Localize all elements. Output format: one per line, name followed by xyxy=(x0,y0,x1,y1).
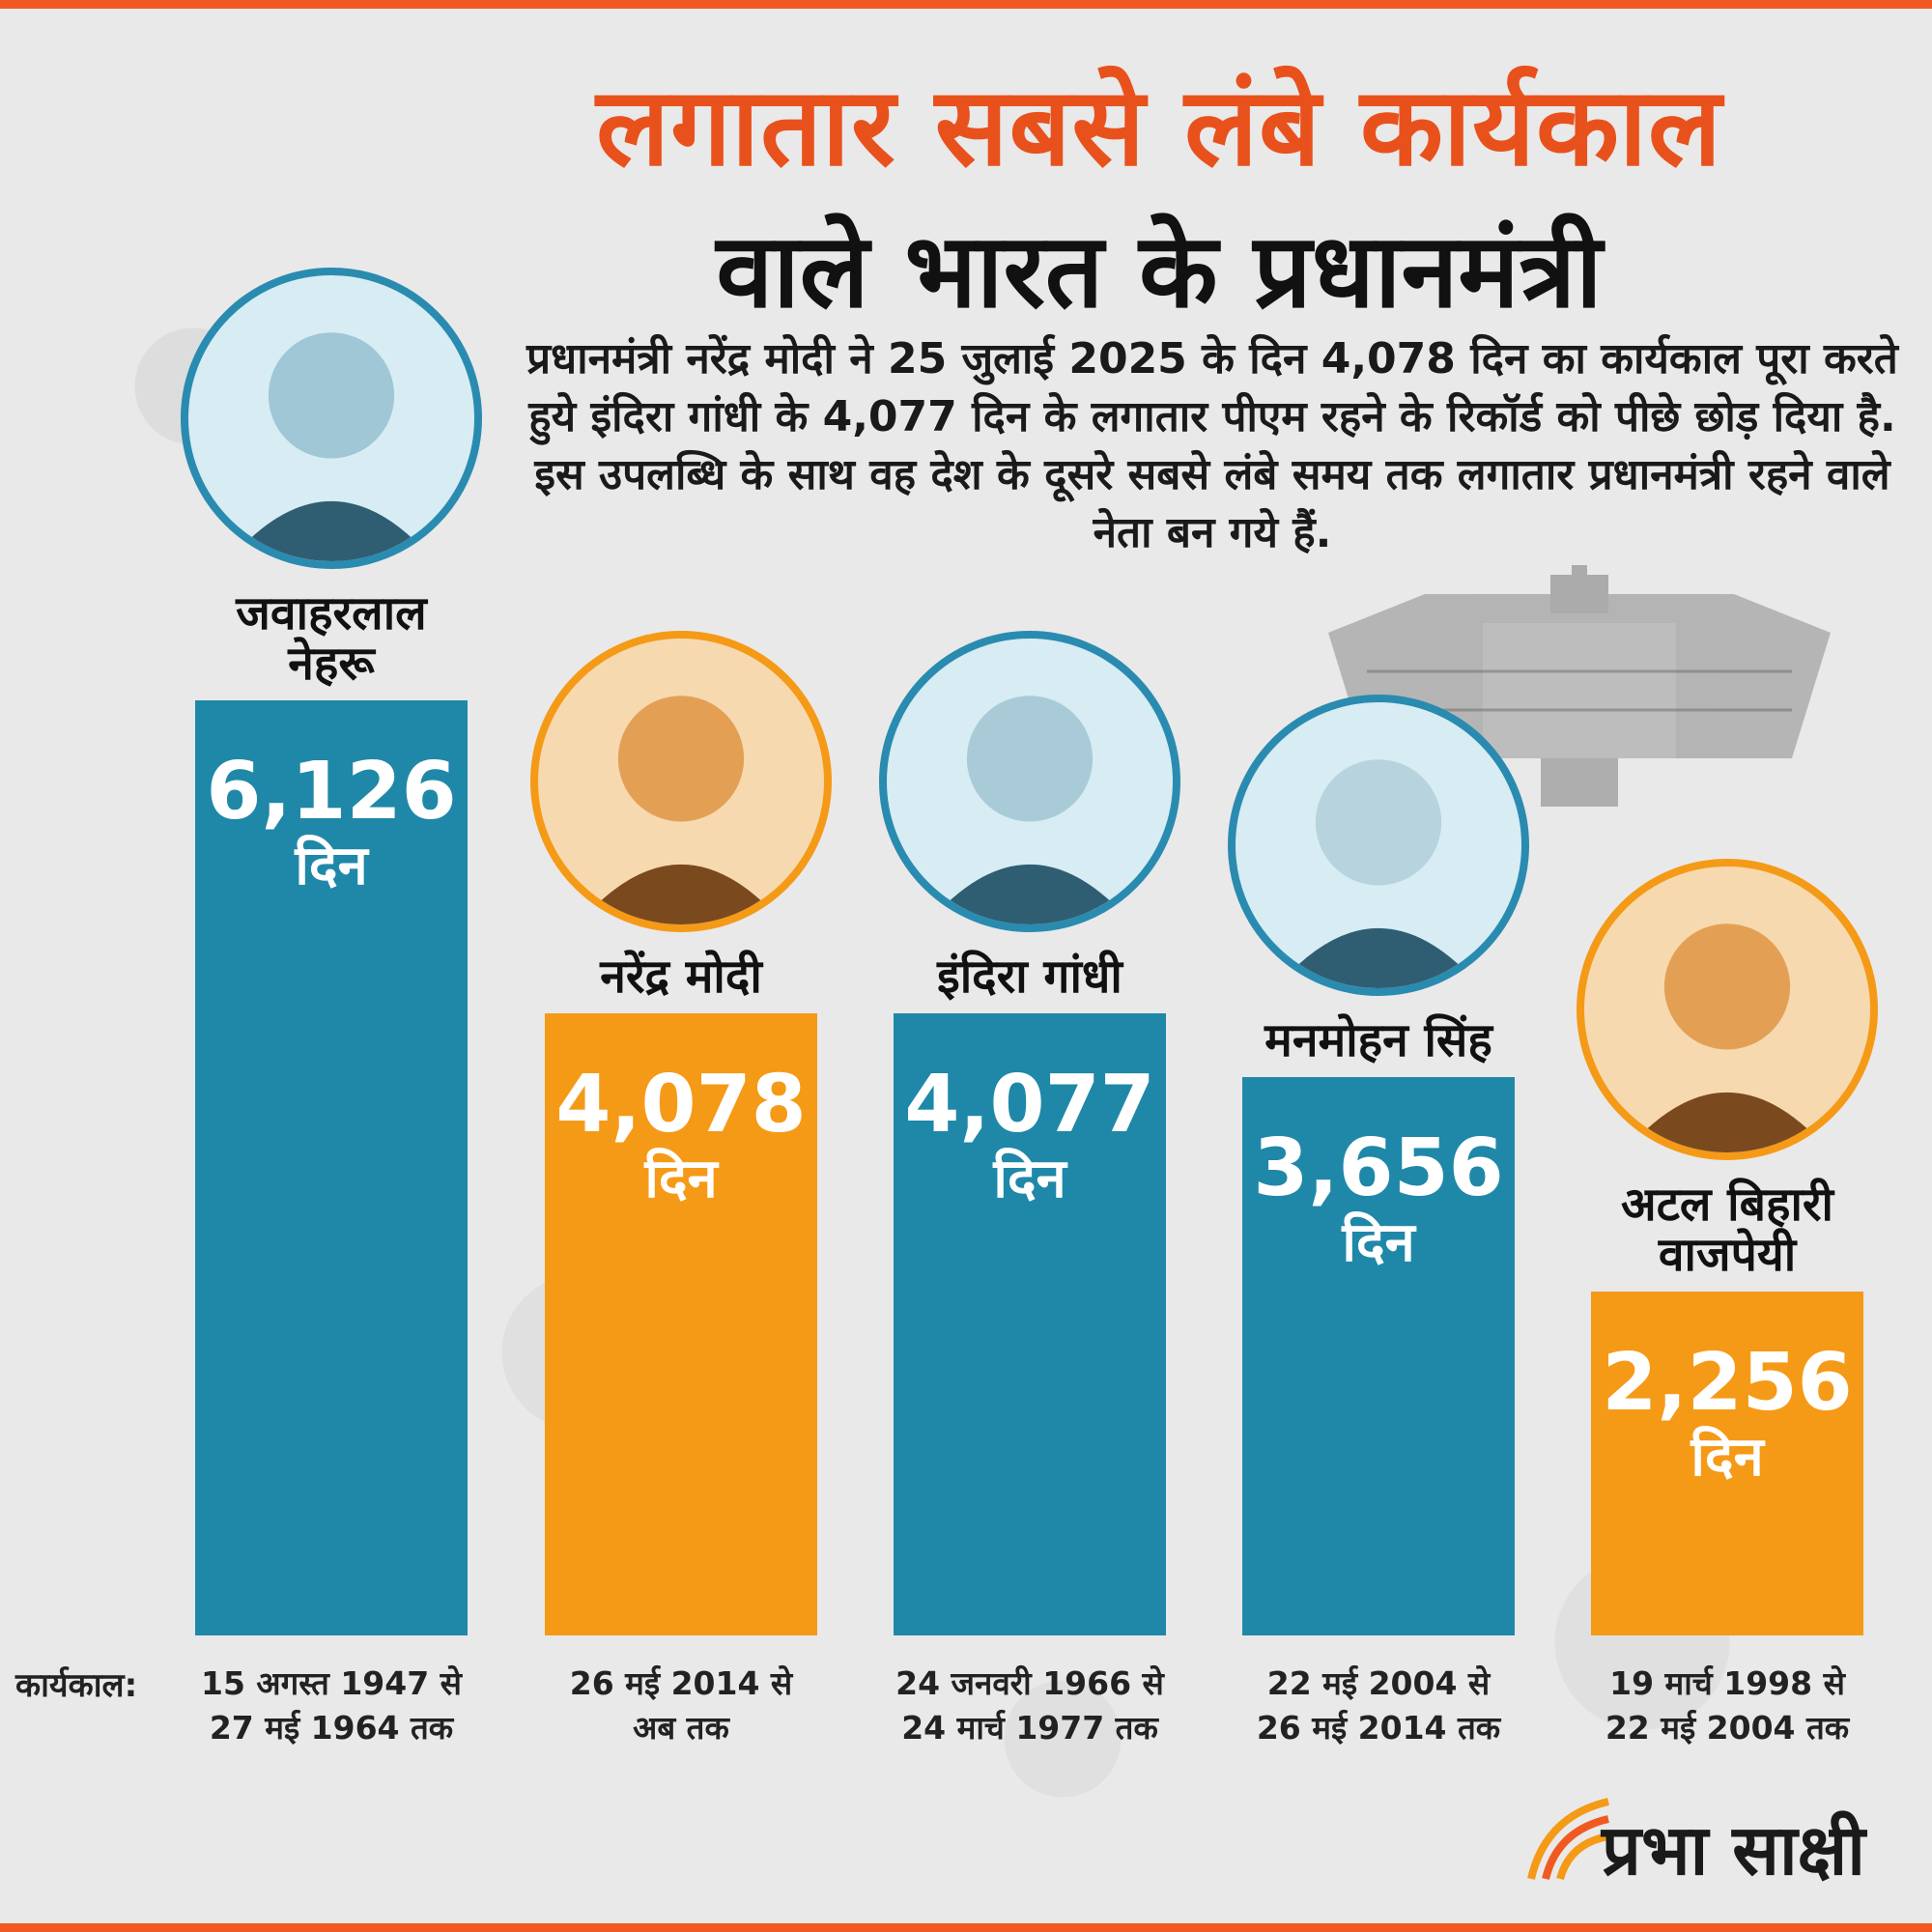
bottom-accent-bar xyxy=(0,1923,1932,1932)
pm-portrait-photo xyxy=(879,631,1180,932)
term-date-line: अब तक xyxy=(633,1709,729,1747)
pm-name-line: नेहरू xyxy=(288,637,375,691)
bar-unit-label: दिन xyxy=(993,1148,1066,1210)
title-line-2: वाले भारत के प्रधानमंत्री xyxy=(716,212,1603,330)
bar-unit-label: दिन xyxy=(1690,1426,1764,1489)
pm-portrait-photo xyxy=(181,268,482,569)
brand-logo: प्रभा साक्षी xyxy=(1526,1787,1913,1893)
bar-5: 2,256 दिन xyxy=(1591,1292,1863,1635)
term-dates: 26 मई 2014 से अब तक xyxy=(506,1662,856,1750)
term-date-line: 26 मई 2014 तक xyxy=(1256,1709,1501,1747)
term-date-line: 24 जनवरी 1966 से xyxy=(895,1664,1164,1702)
sunrise-icon xyxy=(1527,1798,1609,1881)
term-dates: 19 मार्च 1998 से 22 मई 2004 तक xyxy=(1552,1662,1902,1750)
title-line-1: लगातार सबसे लंबे कार्यकाल xyxy=(596,65,1722,190)
term-date-line: 15 अगस्त 1947 से xyxy=(201,1664,462,1702)
bar-2: 4,078 दिन xyxy=(545,1013,817,1635)
term-dates: 24 जनवरी 1966 से 24 मार्च 1977 तक xyxy=(855,1662,1205,1750)
pm-name-label: मनमोहन सिंह xyxy=(1204,1015,1553,1065)
bar-value-label: 6,126 xyxy=(206,746,457,838)
bar-value-label: 2,256 xyxy=(1602,1337,1853,1429)
pm-portrait-photo xyxy=(1228,695,1529,996)
term-date-line: 22 मई 2004 से xyxy=(1266,1664,1491,1702)
bar-unit-label: दिन xyxy=(1342,1211,1415,1274)
pm-name-label: जवाहरलाल नेहरू xyxy=(156,588,506,689)
pm-name-label: इंदिरा गांधी xyxy=(855,952,1205,1002)
bar-4: 3,656 दिन xyxy=(1242,1077,1515,1635)
pm-name-line: नरेंद्र मोदी xyxy=(600,950,762,1004)
pm-name-line: इंदिरा गांधी xyxy=(937,950,1122,1004)
pm-name-line: अटल बिहारी xyxy=(1621,1178,1833,1232)
pm-portrait-photo xyxy=(1577,859,1878,1160)
top-accent-bar xyxy=(0,0,1932,9)
pm-name-line: जवाहरलाल xyxy=(236,586,427,640)
bar-unit-label: दिन xyxy=(295,835,368,897)
term-dates: 22 मई 2004 से 26 मई 2014 तक xyxy=(1204,1662,1553,1750)
term-date-line: 27 मई 1964 तक xyxy=(209,1709,454,1747)
pm-name-line: वाजपेयी xyxy=(1658,1228,1797,1282)
term-date-line: 24 मार्च 1977 तक xyxy=(901,1709,1158,1747)
parliament-building-icon xyxy=(1328,565,1831,807)
pm-name-line: मनमोहन सिंह xyxy=(1264,1013,1492,1067)
term-label: कार्यकाल: xyxy=(15,1666,138,1705)
bar-value-label: 4,078 xyxy=(555,1059,807,1151)
term-date-line: 19 मार्च 1998 से xyxy=(1609,1664,1845,1702)
bar-1: 6,126 दिन xyxy=(195,700,468,1635)
description-text: प्रधानमंत्री नरेंद्र मोदी ने 25 जुलाई 20… xyxy=(526,334,1898,557)
bar-value-label: 4,077 xyxy=(904,1059,1155,1151)
pm-name-label: नरेंद्र मोदी xyxy=(506,952,856,1002)
bar-value-label: 3,656 xyxy=(1253,1122,1504,1214)
term-dates: 15 अगस्त 1947 से 27 मई 1964 तक xyxy=(156,1662,506,1750)
brand-name: प्रभा साक्षी xyxy=(1602,1809,1865,1890)
bar-unit-label: दिन xyxy=(644,1148,718,1210)
term-date-line: 22 मई 2004 तक xyxy=(1605,1709,1850,1747)
term-date-line: 26 मई 2014 से xyxy=(569,1664,793,1702)
bar-3: 4,077 दिन xyxy=(894,1013,1166,1635)
pm-name-label: अटल बिहारी वाजपेयी xyxy=(1552,1179,1902,1280)
pm-portrait-photo xyxy=(530,631,832,932)
